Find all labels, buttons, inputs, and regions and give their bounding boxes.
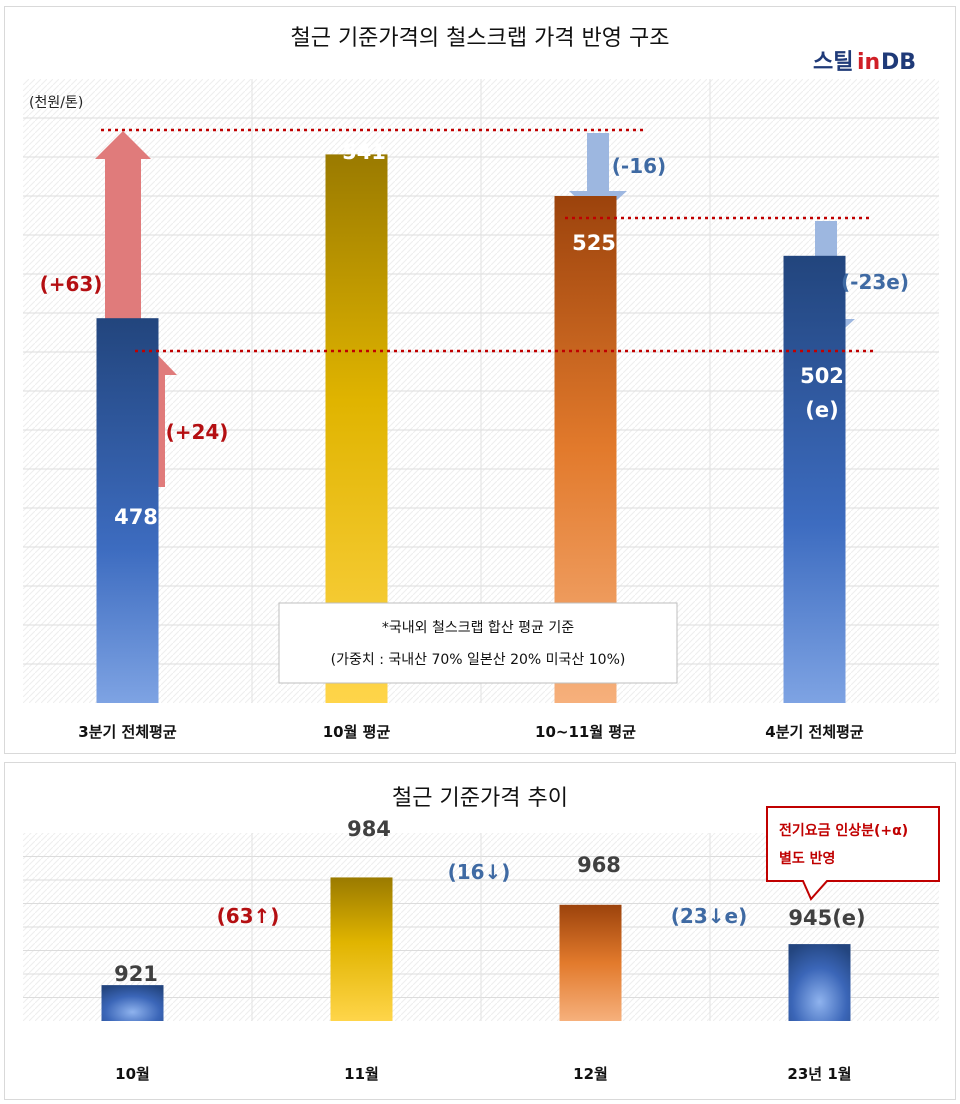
bottom-bar-2 (330, 877, 393, 1021)
bottom-bars-group (101, 877, 851, 1021)
steelindb-logo: 스틸 in DB (813, 50, 916, 75)
bottom-chart-svg: 철근 기준가격 추이 921 984 968 945(e) (63↑) (16↓… (23, 786, 940, 1083)
top-chart-title: 철근 기준가격의 철스크랩 가격 반영 구조 (290, 26, 669, 51)
top-category-label-3: 10~11월 평균 (535, 723, 636, 741)
label-minus-23e: (-23e) (841, 270, 909, 294)
label-plus-24: (+24) (166, 420, 229, 444)
top-bar-4 (783, 255, 846, 704)
top-chart-svg: 철근 기준가격의 철스크랩 가격 반영 구조 스틸 in DB (천원/톤) (… (23, 26, 939, 741)
note-box (278, 602, 678, 684)
bottom-chart-panel: 철근 기준가격 추이 921 984 968 945(e) (63↑) (16↓… (4, 762, 956, 1100)
bar-value-478: 478 (114, 505, 158, 529)
bar-value-541: 541 (342, 140, 386, 164)
top-category-labels: 3분기 전체평균 10월 평균 10~11월 평균 4분기 전체평균 (78, 723, 864, 741)
bar-value-525: 525 (572, 231, 616, 255)
top-bar-1 (96, 318, 159, 703)
bottom-bar-3 (559, 904, 622, 1021)
top-category-label-2: 10월 평균 (323, 723, 391, 741)
value-921: 921 (114, 962, 158, 986)
change-16-down: (16↓) (448, 860, 511, 884)
bottom-bar-1 (101, 985, 164, 1021)
bottom-chart-title: 철근 기준가격 추이 (392, 786, 568, 811)
bottom-category-labels: 10월 11월 12월 23년 1월 (115, 1065, 851, 1083)
unit-label: (천원/톤) (29, 95, 83, 111)
value-984: 984 (347, 817, 391, 841)
logo-part-1: 스틸 (813, 50, 853, 75)
logo-part-2: in (857, 50, 880, 75)
logo-part-3: DB (881, 50, 916, 75)
bar-value-502: 502 (800, 364, 844, 388)
change-63-up: (63↑) (217, 904, 280, 928)
callout-line-2: 별도 반영 (779, 850, 835, 867)
top-chart-panel: 철근 기준가격의 철스크랩 가격 반영 구조 스틸 in DB (천원/톤) (… (4, 6, 956, 754)
bottom-category-label-3: 12월 (573, 1065, 608, 1083)
bottom-category-label-4: 23년 1월 (787, 1065, 851, 1083)
value-945e: 945(e) (788, 906, 865, 930)
label-minus-16: (-16) (612, 154, 666, 178)
value-968: 968 (577, 853, 621, 877)
top-category-label-1: 3분기 전체평균 (78, 723, 177, 741)
bar-value-estimate: (e) (805, 398, 838, 422)
bottom-category-label-2: 11월 (344, 1065, 379, 1083)
note-line-2: (가중치 : 국내산 70% 일본산 20% 미국산 10%) (331, 652, 626, 668)
label-plus-63: (+63) (40, 272, 103, 296)
bottom-bar-4 (788, 944, 851, 1021)
callout-line-1: 전기요금 인상분(+α) (779, 822, 908, 839)
change-23-down-e: (23↓e) (671, 904, 747, 928)
note-line-1: *국내외 철스크랩 합산 평균 기준 (382, 620, 574, 636)
bottom-category-label-1: 10월 (115, 1065, 150, 1083)
top-category-label-4: 4분기 전체평균 (765, 723, 864, 741)
callout-box (766, 806, 940, 901)
